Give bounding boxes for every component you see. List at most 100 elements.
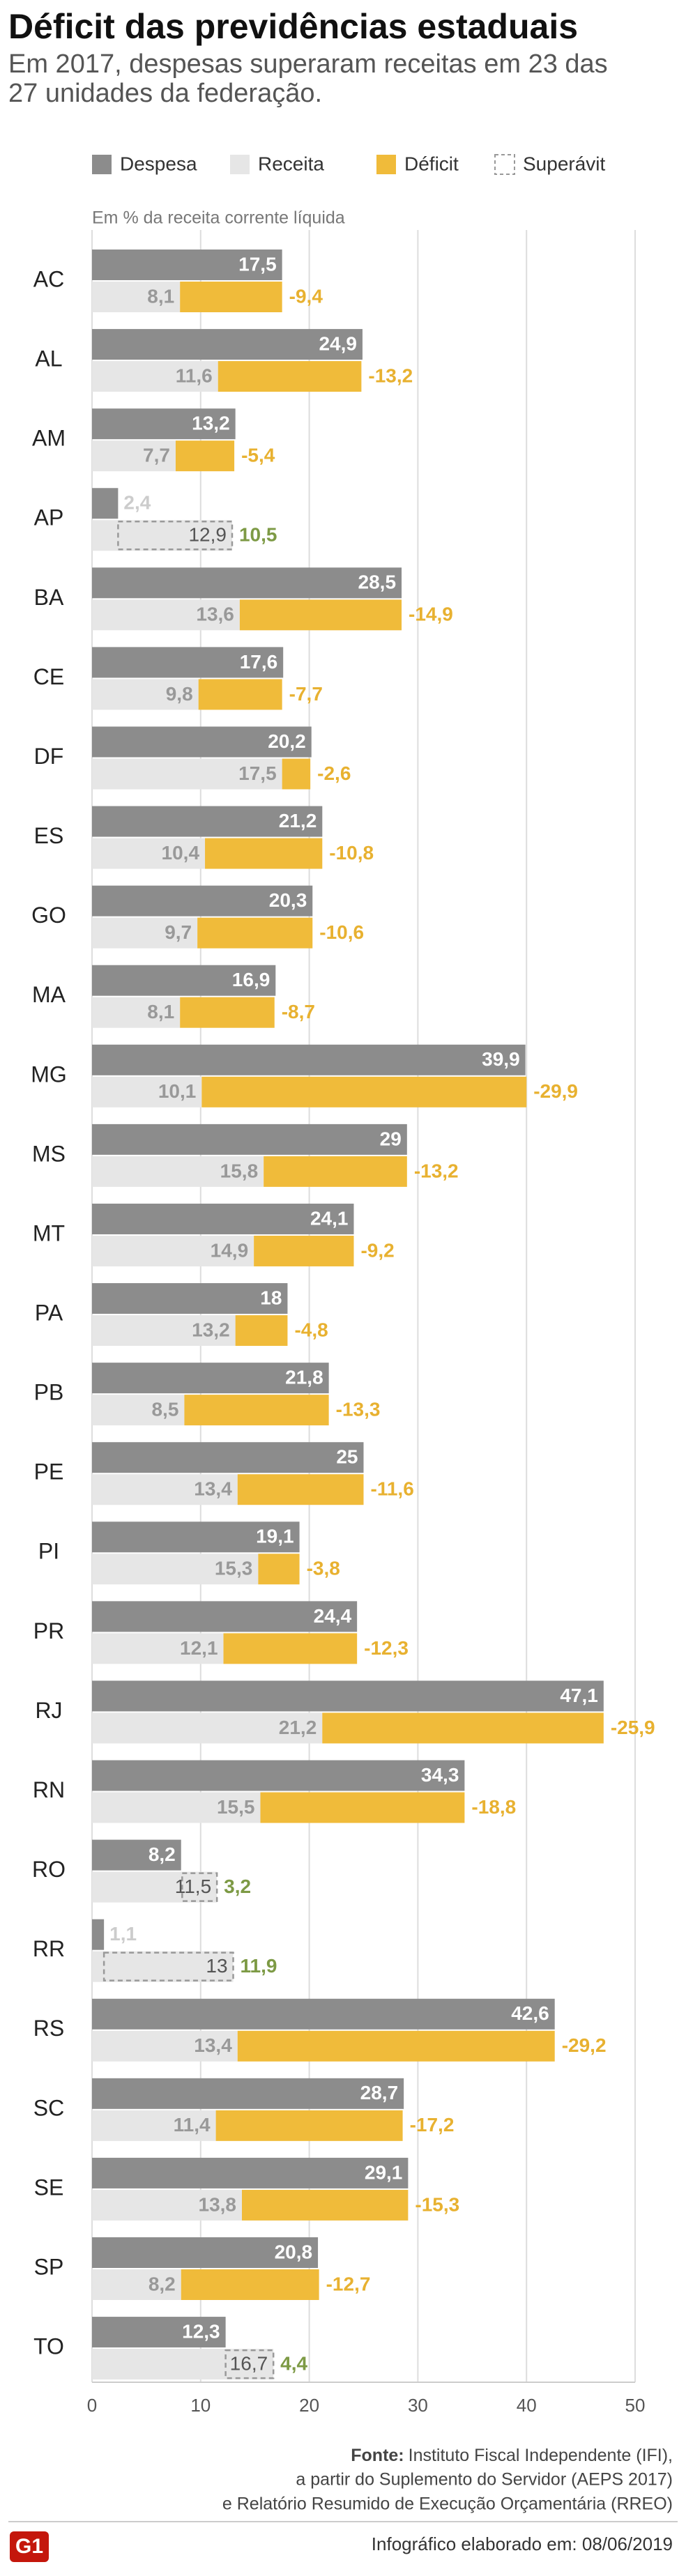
bar (260, 1792, 465, 1823)
value-label: 17,5 (238, 253, 277, 275)
value-label: 8,5 (151, 1399, 178, 1420)
category-label: MA (32, 982, 66, 1007)
bar (223, 1633, 358, 1664)
value-label: 13,2 (192, 413, 230, 434)
value-label: -13,3 (336, 1399, 381, 1420)
value-label: 24,4 (314, 1605, 352, 1627)
value-label: 8,2 (148, 2273, 176, 2294)
logo-box (10, 2531, 49, 2562)
value-label: 13,2 (192, 1319, 230, 1340)
value-label: 13,4 (194, 1478, 232, 1500)
value-label: -2,6 (317, 762, 351, 784)
value-label: 11,9 (241, 1955, 277, 1977)
source: e Relatório Resumido de Execução Orçamen… (222, 2494, 673, 2514)
bar (92, 1203, 354, 1234)
category-label: AC (33, 266, 64, 291)
source-label: Fonte: (351, 2446, 404, 2465)
value-label: -13,2 (368, 365, 413, 386)
value-label: 24,1 (310, 1207, 349, 1229)
value-label: 10,1 (158, 1080, 197, 1102)
x-tick-label: 30 (408, 2395, 428, 2416)
value-label: 8,1 (147, 285, 174, 307)
value-label: -11,6 (371, 1478, 414, 1500)
bar (92, 1521, 300, 1553)
value-label: 20,2 (268, 730, 306, 752)
value-label: -29,2 (562, 2034, 607, 2056)
bar (92, 520, 232, 551)
bar (92, 1235, 254, 1266)
bar (258, 1554, 300, 1585)
bar (92, 408, 236, 440)
value-label: 8,1 (147, 1001, 174, 1022)
value-label: -15,3 (415, 2193, 459, 2215)
value-label: 16,9 (232, 969, 270, 990)
bar (92, 1395, 185, 1426)
bar (117, 520, 234, 551)
value-label: 13 (206, 1955, 227, 1977)
bar (92, 1871, 218, 1903)
legend-swatch (230, 155, 250, 174)
bar (92, 1315, 236, 1347)
chart-subtitle: Em 2017, despesas superaram receitas em … (8, 49, 608, 79)
bar (264, 1156, 407, 1187)
bar (92, 488, 119, 519)
source-text: Instituto Fiscal Independente (IFI), (409, 2446, 673, 2465)
x-tick-label: 50 (625, 2395, 646, 2416)
bar (92, 1442, 364, 1473)
bar (92, 2269, 181, 2300)
bar (184, 1395, 329, 1426)
bar (215, 2110, 403, 2141)
bar (92, 1951, 234, 1982)
value-label: -9,4 (289, 285, 323, 307)
category-label: RS (33, 2016, 64, 2041)
category-label: RR (33, 1936, 65, 1961)
value-label: 1,1 (109, 1923, 137, 1945)
bar (180, 282, 282, 312)
bar (92, 1474, 238, 1505)
value-label: 11,4 (174, 2114, 211, 2136)
bar (92, 1919, 105, 1950)
bar (92, 440, 176, 472)
value-label: 34,3 (421, 1764, 459, 1786)
bar (92, 997, 181, 1028)
bar (92, 806, 323, 837)
value-label: 13,8 (199, 2193, 237, 2215)
value-label: 15,3 (215, 1558, 253, 1579)
value-label: -10,6 (319, 921, 364, 943)
value-label: 15,8 (220, 1160, 259, 1181)
value-label: 10,5 (239, 524, 277, 546)
value-label: 17,5 (238, 762, 277, 784)
bar (180, 997, 275, 1028)
legend-swatch (494, 154, 515, 175)
value-label: 9,7 (165, 921, 192, 943)
bar (92, 1156, 264, 1187)
category-label: RO (32, 1857, 66, 1882)
bar (224, 2349, 275, 2379)
value-label: -5,4 (241, 445, 275, 466)
value-label: 21,2 (279, 810, 317, 831)
value-label: 29 (380, 1128, 402, 1149)
value-label: 11,5 (175, 1876, 211, 1897)
bar (92, 329, 363, 360)
value-label: -7,7 (289, 683, 323, 705)
bar (282, 758, 311, 790)
bar (92, 2157, 409, 2188)
bar (92, 2237, 319, 2268)
bar (92, 2110, 216, 2141)
value-label: -12,3 (364, 1637, 409, 1659)
category-label: PE (34, 1459, 64, 1485)
category-label: TO (33, 2334, 64, 2359)
bar (239, 599, 402, 631)
bar (92, 1792, 261, 1823)
bar (92, 1076, 202, 1107)
bar (92, 2317, 226, 2348)
axis-label: Em % da receita corrente líquida (92, 208, 345, 228)
value-label: 12,9 (188, 524, 227, 546)
category-label: AP (34, 505, 64, 530)
value-label: 13,4 (194, 2034, 232, 2056)
value-label: 10,4 (162, 842, 200, 864)
bar (201, 1076, 527, 1107)
bar (92, 1633, 224, 1664)
x-tick-label: 40 (517, 2395, 537, 2416)
